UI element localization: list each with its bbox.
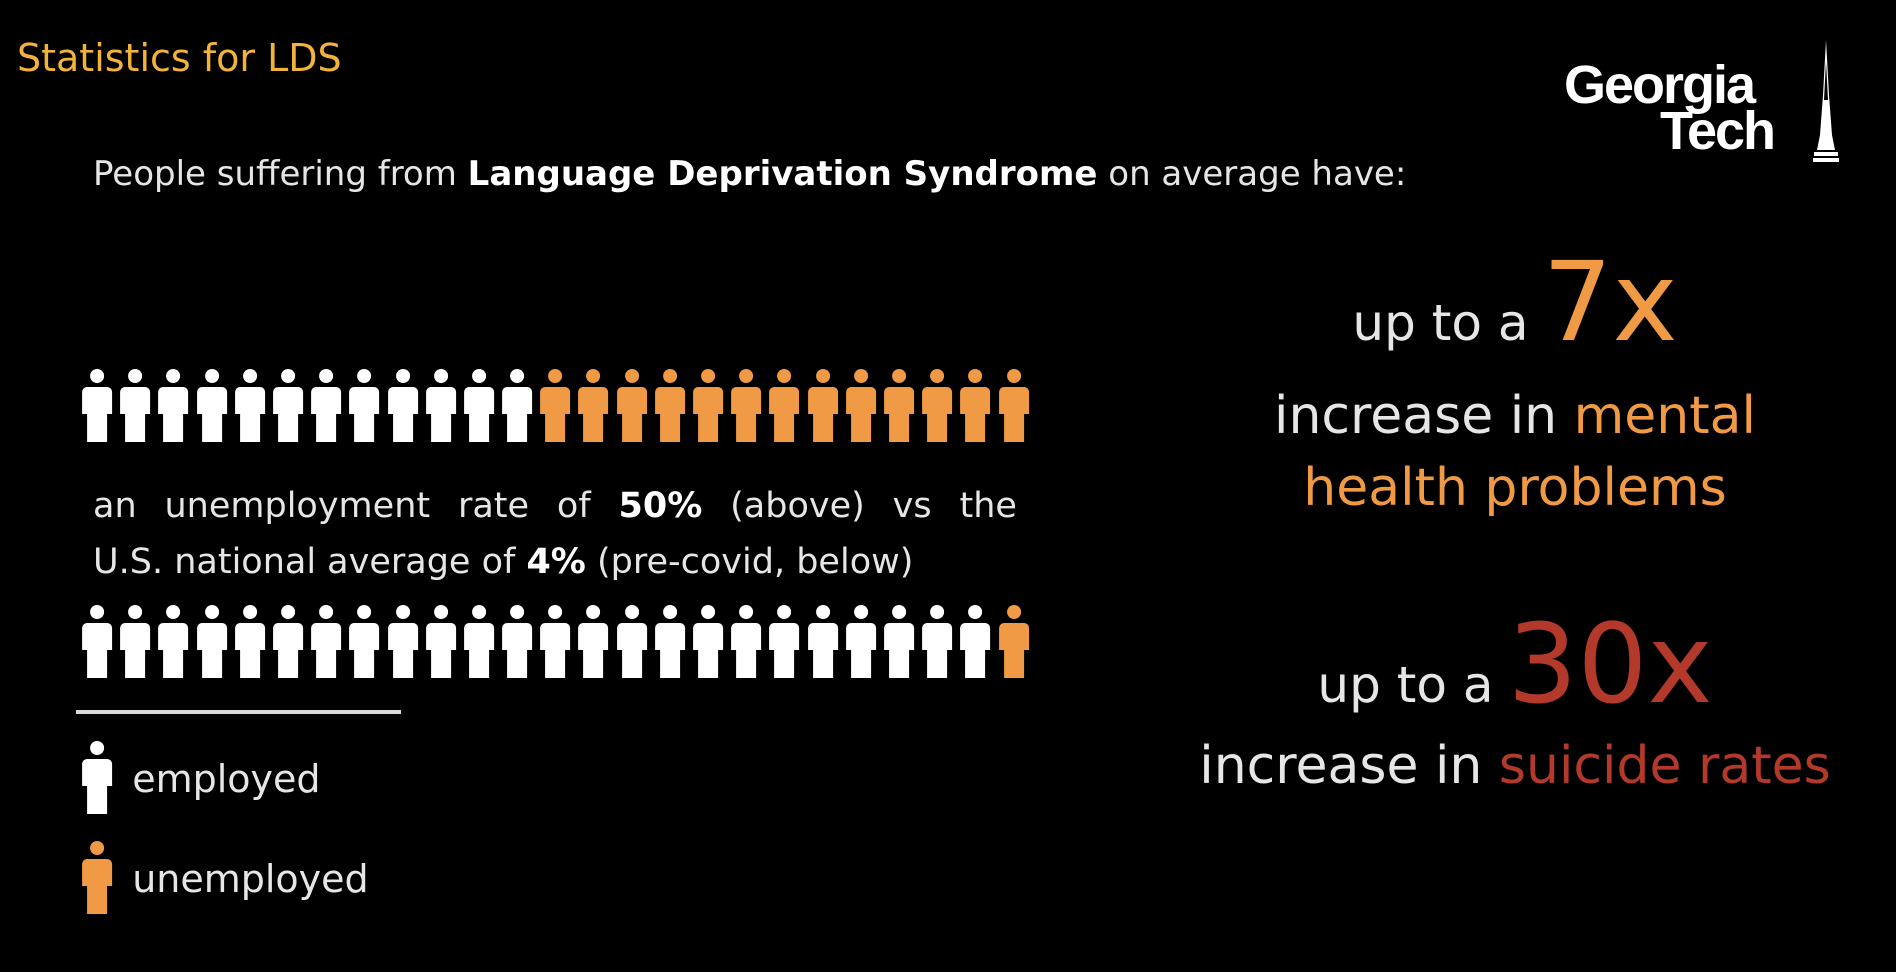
legend-employed-label: employed — [132, 757, 321, 801]
stat2-value: 30x — [1507, 600, 1713, 728]
logo-line-tech: Tech — [1660, 101, 1776, 161]
unemployed-person-icon — [998, 369, 1029, 442]
employed-person-icon — [273, 605, 304, 678]
people-row-below — [78, 604, 1033, 682]
stat1-value: 7x — [1542, 238, 1678, 366]
employed-person-icon — [349, 605, 380, 678]
employed-person-icon — [922, 605, 953, 678]
employed-person-icon — [884, 605, 915, 678]
employed-person-icon — [120, 605, 151, 678]
intro-text: People suffering from Language Deprivati… — [93, 154, 1406, 194]
stat1-body-before: increase in — [1274, 386, 1574, 446]
unemployed-person-icon — [769, 369, 800, 442]
stat2-body-highlight: suicide rates — [1498, 736, 1831, 796]
employed-person-icon — [349, 369, 380, 442]
people-row-above — [78, 368, 1033, 446]
unemployed-person-icon — [960, 369, 991, 442]
unemployment-word: 50% — [618, 486, 703, 526]
unemployment-word: the — [959, 486, 1017, 526]
line2-after: (pre-covid, below) — [585, 542, 914, 582]
employed-person-icon — [425, 605, 456, 678]
unemployed-person-icon — [616, 369, 647, 442]
line2-bold: 4% — [526, 542, 586, 582]
employed-person-icon — [196, 605, 227, 678]
line2-before: U.S. national average of — [93, 542, 527, 582]
stat1-body-highlight: mental health problems — [1303, 386, 1756, 518]
employed-person-icon — [693, 605, 724, 678]
legend-unemployed-label: unemployed — [132, 857, 369, 901]
unemployed-person-icon — [845, 369, 876, 442]
employed-person-icon — [654, 605, 685, 678]
stat-suicide-headline: up to a 30x — [1200, 600, 1830, 728]
unemployed-person-icon — [998, 605, 1029, 678]
stat1-prefix: up to a — [1352, 294, 1529, 352]
employed-person-icon — [425, 369, 456, 442]
unemployment-word: unemployment — [164, 486, 431, 526]
employed-person-icon — [273, 369, 304, 442]
intro-before: People suffering from — [93, 154, 468, 194]
unemployment-text: an unemployment rate of 50% (above) vs the U.S.… — [93, 478, 1017, 590]
employed-person-icon — [502, 369, 533, 442]
employed-person-icon — [616, 605, 647, 678]
unemployment-word: (above) — [730, 486, 865, 526]
unemployment-text-line1: an unemployment rate of 50% (above) vs the — [93, 478, 1017, 534]
intro-after: on average have: — [1097, 154, 1407, 194]
logo-line-georgia: Georgia — [1564, 55, 1756, 115]
georgia-tech-logo: Georgia Tech — [1560, 40, 1860, 170]
employed-person-icon — [387, 605, 418, 678]
stat-mental-health-body: increase in mental health problems — [1200, 380, 1830, 524]
unemployed-person-icon — [807, 369, 838, 442]
employed-person-icon — [234, 369, 265, 442]
employed-person-icon — [196, 369, 227, 442]
employed-person-icon — [463, 369, 494, 442]
employed-person-icon — [82, 369, 113, 442]
unemployed-person-icon — [731, 369, 762, 442]
unemployment-word: rate — [457, 486, 530, 526]
employed-person-icon — [807, 605, 838, 678]
employed-person-icon — [158, 369, 189, 442]
legend-employed: employed — [78, 740, 321, 818]
unemployment-word: of — [556, 486, 591, 526]
unemployment-word: vs — [892, 486, 932, 526]
unemployment-text-line2: U.S. national average of 4% (pre-covid, … — [93, 534, 1017, 590]
unemployed-person-icon — [654, 369, 685, 442]
employed-person-icon — [540, 605, 571, 678]
employed-person-icon — [158, 605, 189, 678]
tech-tower-spire-icon — [1813, 40, 1839, 162]
unemployed-person-icon — [884, 369, 915, 442]
employed-person-icon — [82, 605, 113, 678]
unemployed-person-icon — [578, 369, 609, 442]
unemployed-person-icon — [82, 841, 113, 914]
employed-person-icon — [845, 605, 876, 678]
stat2-prefix: up to a — [1317, 656, 1494, 714]
stat-suicide-body: increase in suicide rates — [1150, 736, 1880, 796]
employed-person-icon — [311, 369, 342, 442]
employed-person-icon — [82, 741, 113, 814]
legend-unemployed: unemployed — [78, 840, 369, 918]
employed-person-icon — [769, 605, 800, 678]
legend-divider — [76, 710, 401, 714]
unemployed-person-icon — [540, 369, 571, 442]
unemployed-person-icon — [922, 369, 953, 442]
employed-person-icon — [578, 605, 609, 678]
employed-person-icon — [311, 605, 342, 678]
slide-title: Statistics for LDS — [17, 36, 342, 80]
stat2-body-before: increase in — [1199, 736, 1499, 796]
unemployment-word: an — [93, 486, 137, 526]
unemployed-person-icon — [693, 369, 724, 442]
stat-mental-health-headline: up to a 7x — [1200, 238, 1830, 366]
intro-bold-term: Language Deprivation Syndrome — [467, 154, 1098, 194]
employed-person-icon — [731, 605, 762, 678]
employed-person-icon — [960, 605, 991, 678]
employed-person-icon — [502, 605, 533, 678]
employed-person-icon — [463, 605, 494, 678]
employed-person-icon — [120, 369, 151, 442]
employed-person-icon — [387, 369, 418, 442]
employed-person-icon — [234, 605, 265, 678]
